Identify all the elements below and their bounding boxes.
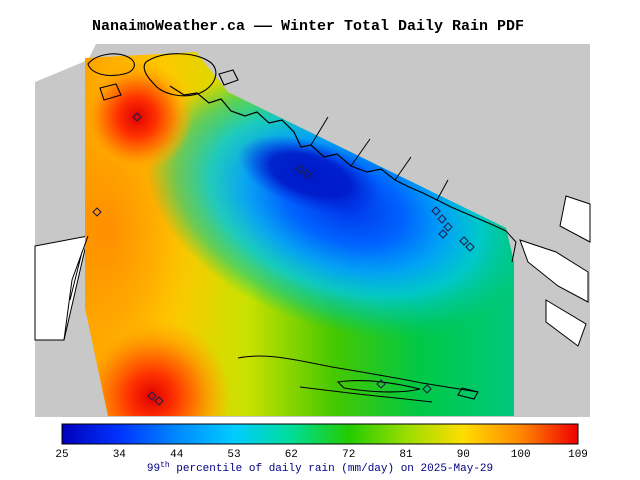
colorbar-tick-label: 81	[399, 449, 413, 461]
sea-cutout-right	[559, 195, 591, 243]
island-northwest-4	[218, 69, 239, 86]
station-marker	[431, 206, 441, 216]
mainland-coastline	[169, 85, 507, 232]
station-marker	[376, 379, 386, 389]
station-marker	[438, 229, 448, 239]
colorbar-tick-labels: 25 34 44 53 62 72 81 90 100 109	[55, 449, 588, 461]
inlet-lines	[310, 116, 449, 201]
station-marker	[92, 207, 102, 217]
caption-prefix: 99	[147, 463, 160, 475]
station-marker	[443, 222, 453, 232]
colorbar-tick-label: 90	[457, 449, 470, 461]
colorbar	[61, 423, 579, 445]
colorbar-tick-label: 72	[342, 449, 355, 461]
field-red-maximum-north	[85, 61, 193, 173]
station-marker	[465, 242, 475, 252]
vancouver-island-shore-1	[237, 355, 479, 393]
colorbar-tick-label: 44	[170, 449, 184, 461]
island-northwest-2	[143, 53, 217, 97]
station-markers	[92, 112, 475, 406]
page-title: NanaimoWeather.ca —— Winter Total Daily …	[92, 18, 524, 35]
station-marker	[295, 164, 305, 174]
station-marker	[147, 391, 157, 401]
station-marker	[459, 236, 469, 246]
vancouver-island-shore-2	[299, 386, 433, 403]
coast-continuation-east	[505, 230, 517, 263]
field-red-maximum-south	[85, 319, 230, 416]
station-marker	[422, 384, 432, 394]
island-northwest-3	[99, 83, 122, 101]
station-marker	[132, 112, 142, 122]
colorbar-tick-label: 109	[568, 449, 588, 461]
colorbar-tick-label: 53	[227, 449, 240, 461]
sea-cutout-topleft	[35, 44, 96, 82]
gulf-island-small	[457, 387, 479, 400]
station-marker	[437, 214, 447, 224]
rain-pdf-field	[85, 52, 514, 416]
station-marker	[302, 169, 312, 179]
caption-rest: percentile of daily rain (mm/day) on 202…	[170, 463, 493, 475]
colorbar-tick-label: 62	[285, 449, 298, 461]
station-marker	[154, 396, 164, 406]
colorbar-caption: 99th percentile of daily rain (mm/day) o…	[147, 461, 493, 475]
gulf-island-long	[336, 380, 421, 393]
sea-cutout-bottomright-b	[545, 299, 587, 347]
colorbar-tick-label: 25	[55, 449, 68, 461]
island-northwest-1	[87, 53, 135, 77]
sea-cutout-bottomright-a	[519, 239, 589, 303]
west-coast-lines	[63, 235, 89, 341]
colorbar-tick-label: 100	[511, 449, 531, 461]
colorbar-tick-label: 34	[113, 449, 127, 461]
caption-superscript: th	[160, 461, 170, 470]
